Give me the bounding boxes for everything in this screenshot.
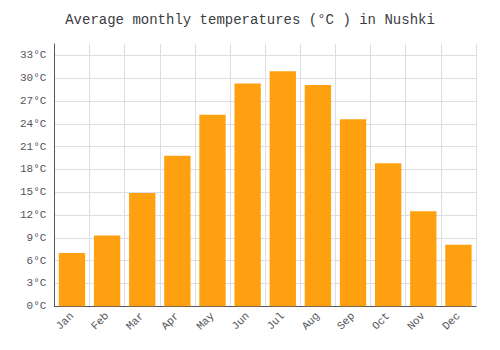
svg-text:Dec: Dec <box>440 310 462 332</box>
svg-text:24°C: 24°C <box>20 118 47 130</box>
svg-text:12°C: 12°C <box>20 209 47 221</box>
svg-text:6°C: 6°C <box>27 255 47 267</box>
svg-text:30°C: 30°C <box>20 72 47 84</box>
svg-text:Oct: Oct <box>370 310 392 332</box>
svg-text:Average monthly temperatures (: Average monthly temperatures (°C ) in Nu… <box>65 12 435 28</box>
svg-text:15°C: 15°C <box>20 186 47 198</box>
svg-text:0°C: 0°C <box>27 300 47 312</box>
svg-text:Mar: Mar <box>124 310 146 332</box>
svg-text:33°C: 33°C <box>20 49 47 61</box>
svg-text:Jan: Jan <box>54 310 76 332</box>
svg-text:Jun: Jun <box>229 310 251 332</box>
svg-text:Sep: Sep <box>335 310 357 332</box>
svg-text:Apr: Apr <box>159 310 181 332</box>
svg-text:Aug: Aug <box>300 310 322 332</box>
svg-text:Nov: Nov <box>405 310 428 333</box>
svg-text:21°C: 21°C <box>20 141 47 153</box>
svg-text:Jul: Jul <box>265 310 287 332</box>
svg-text:9°C: 9°C <box>27 232 47 244</box>
svg-text:May: May <box>194 310 217 333</box>
svg-text:Feb: Feb <box>89 310 111 332</box>
svg-text:27°C: 27°C <box>20 95 47 107</box>
svg-text:3°C: 3°C <box>27 277 47 289</box>
svg-text:18°C: 18°C <box>20 163 47 175</box>
